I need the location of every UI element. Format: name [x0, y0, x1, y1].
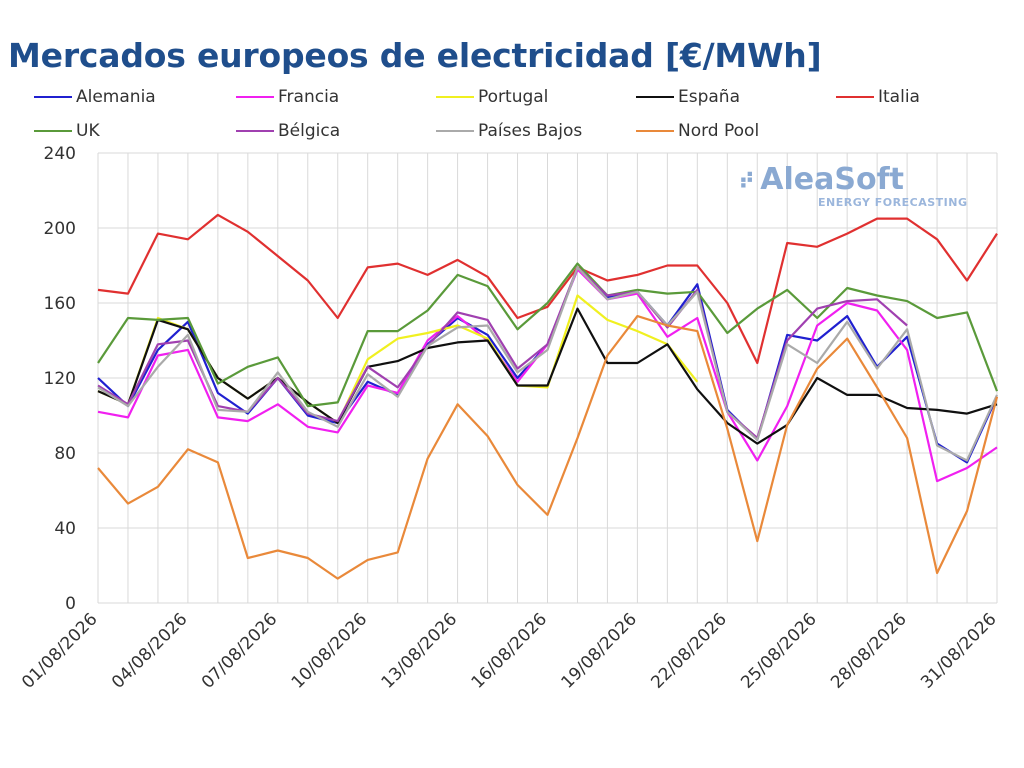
watermark-subtitle: ENERGY FORECASTING: [818, 196, 968, 209]
legend-label: Países Bajos: [478, 121, 583, 141]
legend-swatch: [34, 96, 72, 98]
legend-item-francia: Francia: [236, 86, 339, 108]
series-line-uk: [97, 262, 999, 408]
y-tick-label: 120: [44, 369, 76, 389]
legend-item-paises-bajos: Países Bajos: [436, 120, 582, 142]
legend-item-portugal: Portugal: [436, 86, 548, 108]
legend-swatch: [636, 130, 674, 132]
legend-item-espana: España: [636, 86, 740, 108]
legend-item-belgica: Bélgica: [236, 120, 340, 142]
watermark-logo: ⠞ AleaSoft ENERGY FORECASTING: [738, 162, 967, 209]
x-tick-label: 19/08/2026: [558, 609, 641, 692]
chart-title: Mercados europeos de electricidad [€/MWh…: [8, 36, 822, 75]
legend-label: España: [678, 87, 740, 107]
y-tick-label: 200: [44, 219, 76, 239]
series-line-nord-pool: [97, 315, 999, 580]
gridlines: [97, 152, 998, 604]
x-tick-label: 04/08/2026: [108, 609, 191, 692]
y-tick-label: 80: [54, 444, 76, 464]
legend-item-italia: Italia: [836, 86, 920, 108]
series-line-países-bajos: [97, 266, 999, 462]
legend-label: Portugal: [478, 87, 549, 107]
y-tick-label: 240: [44, 144, 76, 164]
series-line-españa: [97, 307, 998, 445]
x-tick-label: 13/08/2026: [378, 609, 461, 692]
legend-label: Francia: [278, 87, 340, 107]
y-tick-label: 40: [54, 519, 76, 539]
series-line-bélgica: [97, 266, 908, 440]
x-tick-label: 31/08/2026: [917, 609, 1000, 692]
x-tick-label: 10/08/2026: [288, 609, 371, 692]
legend-swatch: [836, 96, 874, 98]
x-axis-ticks: 01/08/2026 04/08/2026 07/08/2026 10/08/2026…: [18, 609, 1000, 692]
x-tick-label: 16/08/2026: [468, 609, 551, 692]
series-line-italia: [97, 213, 998, 365]
legend-label: Alemania: [76, 87, 156, 107]
legend-item-uk: UK: [34, 120, 100, 142]
legend-swatch: [236, 96, 274, 98]
legend-label: Bélgica: [278, 121, 341, 141]
watermark-name: AleaSoft: [760, 162, 904, 197]
legend-swatch: [436, 130, 474, 132]
legend-swatch: [436, 96, 474, 98]
legend-item-nord-pool: Nord Pool: [636, 120, 759, 142]
legend-swatch: [236, 130, 274, 132]
y-tick-label: 0: [65, 594, 76, 614]
series-lines: [97, 213, 999, 580]
x-tick-label: 25/08/2026: [737, 609, 820, 692]
legend-label: Italia: [878, 87, 920, 107]
x-tick-label: 22/08/2026: [647, 609, 730, 692]
logo-dots-icon: ⠞: [738, 170, 756, 195]
legend-swatch: [636, 96, 674, 98]
x-tick-label: 28/08/2026: [827, 609, 910, 692]
y-axis-ticks: 0 40 80 120 160 200 240: [44, 144, 76, 614]
x-tick-label: 01/08/2026: [18, 609, 101, 692]
legend-swatch: [34, 130, 72, 132]
y-tick-label: 160: [44, 294, 76, 314]
x-tick-label: 07/08/2026: [198, 609, 281, 692]
legend-item-alemania: Alemania: [34, 86, 156, 108]
legend-label: Nord Pool: [678, 121, 760, 141]
legend-label: UK: [76, 121, 100, 141]
